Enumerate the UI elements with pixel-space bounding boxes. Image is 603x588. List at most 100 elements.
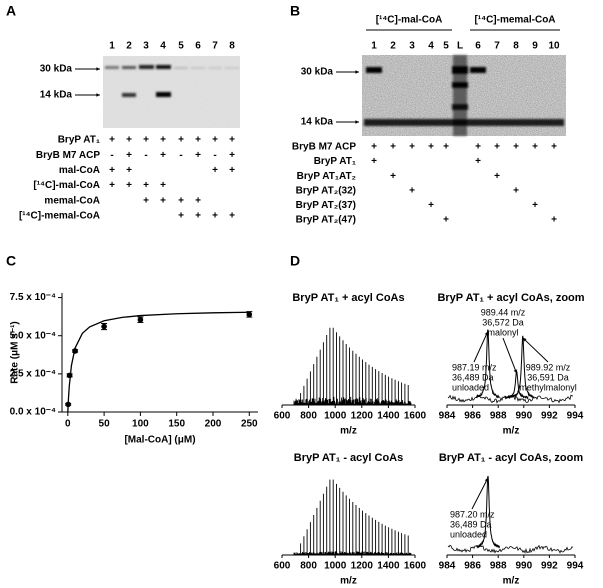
x-tick-label: 986 (464, 561, 481, 572)
x-tick-label: 994 (567, 561, 584, 572)
ladder (453, 55, 467, 136)
band (122, 66, 136, 69)
band (191, 67, 205, 69)
sign: + (178, 195, 184, 206)
band (122, 93, 136, 97)
sign: + (371, 156, 377, 167)
y-tick-label: 7.5 x 10⁻⁴ (10, 292, 56, 303)
x-tick-label: 1600 (404, 561, 427, 572)
y-tick-label: 0.0 x 10⁻⁴ (10, 407, 56, 418)
sign: + (494, 171, 500, 182)
x-tick-label: 800 (300, 561, 317, 572)
peak-annotation: malonyl (487, 327, 518, 337)
arrow-head (484, 331, 488, 336)
lane-number: 6 (195, 41, 201, 52)
peak-annotation: methylmalonyl (519, 382, 577, 392)
row-label: BryP AT₁ (314, 156, 356, 167)
x-tick-label: 988 (490, 561, 507, 572)
peak (476, 475, 500, 549)
band (452, 82, 468, 88)
row-label: BryB M7 ACP (36, 150, 100, 161)
peak-annotation: unloaded (452, 382, 489, 392)
arrow-head (96, 67, 100, 71)
band (208, 67, 222, 69)
peak (476, 329, 500, 399)
x-axis-label: m/z (503, 426, 520, 437)
marker-label: 30 kDa (40, 64, 73, 75)
x-tick-label: 1400 (377, 411, 400, 422)
row-label: [¹⁴C]-memal-CoA (19, 211, 100, 222)
gel-bands (105, 65, 239, 97)
sign: + (143, 135, 149, 146)
sign: + (229, 135, 235, 146)
lane-number: 3 (143, 41, 149, 52)
lane-number: 5 (443, 41, 449, 52)
sign: + (390, 171, 396, 182)
sign: + (160, 195, 166, 206)
panel-label: B (290, 3, 300, 19)
sign: - (144, 150, 147, 161)
x-tick-label: 986 (464, 411, 481, 422)
sign: + (229, 150, 235, 161)
row-label: BryP AT₂(32) (296, 185, 356, 196)
row-label: BryP AT₂(47) (296, 215, 356, 226)
lane-number: 7 (494, 41, 500, 52)
group-label: [¹⁴C]-mal-CoA (376, 15, 443, 26)
spectrum-trace (293, 479, 412, 555)
x-tick-label: 1000 (324, 411, 347, 422)
x-tick-label: 50 (99, 419, 111, 430)
x-tick-label: 600 (274, 561, 291, 572)
gel-bands (364, 55, 564, 136)
noise-trace (447, 544, 574, 554)
band (174, 67, 188, 69)
x-tick-label: 1400 (377, 561, 400, 572)
peak-annotation: 36,572 Da (482, 317, 524, 327)
arrow-head (513, 369, 517, 374)
sign: + (532, 142, 538, 153)
spectrum-trace (293, 327, 412, 405)
peak-annotation: 989.92 m/z (526, 362, 571, 372)
x-tick-label: 1200 (351, 561, 374, 572)
row-label: BryP AT₁AT₂ (297, 171, 356, 182)
panel-label: D (290, 253, 300, 269)
arrow-head (484, 477, 488, 482)
spectrum-title: BryP AT₁ + acyl CoAs, zoom (437, 292, 584, 304)
group-label: [¹⁴C]-memal-CoA (474, 15, 555, 26)
spectrum-title: BryP AT₁ + acyl CoAs (292, 292, 404, 304)
sign: + (126, 180, 132, 191)
y-axis-label: Rate (μM s⁻¹) (10, 321, 21, 384)
sign: + (109, 165, 115, 176)
x-tick-label: 984 (439, 411, 456, 422)
sign: + (160, 150, 166, 161)
point (72, 348, 78, 354)
y-tick-label: 5.0 x 10⁻⁴ (10, 330, 56, 341)
x-axis-label: m/z (503, 576, 520, 587)
sign: + (178, 135, 184, 146)
band (452, 66, 468, 74)
sign: + (195, 211, 201, 222)
sign: + (443, 142, 449, 153)
peak (510, 335, 535, 399)
sign: + (443, 215, 449, 226)
point (66, 372, 73, 379)
peak-annotation: 987.19 m/z (452, 362, 497, 372)
row-label: [¹⁴C]-mal-CoA (33, 180, 100, 191)
point (246, 311, 253, 318)
marker-label: 14 kDa (40, 90, 73, 101)
sign: + (494, 142, 500, 153)
band (452, 104, 468, 110)
sign: + (195, 135, 201, 146)
peak-annotation: 36,489 Da (452, 372, 494, 382)
x-axis-label: m/z (340, 576, 357, 587)
x-tick-label: 992 (541, 561, 558, 572)
lane-number: 4 (160, 41, 166, 52)
x-axis-label: m/z (340, 426, 357, 437)
x-axis-label: [Mal-CoA] (μM) (124, 435, 195, 446)
sign: + (513, 142, 519, 153)
lane-number: 8 (229, 41, 235, 52)
point (65, 401, 71, 408)
lane-number: 9 (532, 41, 538, 52)
sign: + (109, 135, 115, 146)
sign: + (195, 150, 201, 161)
